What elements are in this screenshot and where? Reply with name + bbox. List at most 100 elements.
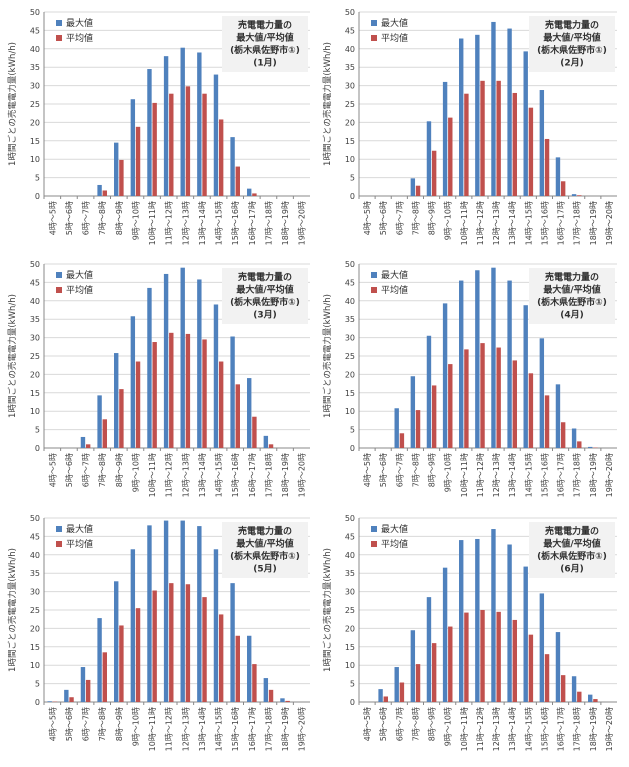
x-tick-label: 12時～13時: [492, 707, 501, 751]
legend-label-1: 最大値: [381, 269, 408, 281]
y-tick-label: 30: [345, 82, 355, 91]
x-tick-label: 19時～20時: [605, 453, 614, 497]
x-tick-label: 17時～18時: [264, 453, 273, 497]
chart-title-line-4: (6月): [560, 564, 584, 575]
y-tick-label: 15: [30, 137, 40, 146]
x-tick-label: 10時～11時: [148, 707, 157, 751]
y-tick-label: 50: [345, 8, 355, 17]
bar-max-5: [114, 581, 119, 702]
bar-max-14: [571, 676, 577, 702]
x-tick-label: 15時～16時: [540, 453, 549, 497]
bar-max-9: [491, 21, 496, 196]
legend-swatch-1: [371, 20, 377, 26]
x-tick-label: 6時～7時: [395, 707, 404, 741]
y-tick-label: 40: [345, 45, 355, 54]
bar-avg-13: [252, 193, 257, 196]
chart-title-line-3: (栃木県佐野市①): [230, 44, 300, 56]
bar-max-11: [213, 304, 219, 448]
x-tick-label: 10時～11時: [460, 453, 469, 497]
x-tick-label: 9時～10時: [131, 453, 140, 492]
chart-title-line-1: 売電電力量の: [545, 525, 599, 537]
bar-max-10: [507, 544, 512, 702]
x-tick-label: 5時～6時: [65, 707, 74, 741]
bar-avg-5: [119, 625, 124, 702]
x-tick-label: 17時～18時: [573, 707, 582, 751]
x-tick-label: 7時～8時: [98, 201, 107, 235]
bar-avg-15: [285, 700, 290, 702]
bar-max-11: [213, 549, 219, 702]
chart-title-line-4: (5月): [253, 564, 277, 575]
y-tick-label: 50: [30, 8, 40, 17]
bar-avg-10: [202, 339, 207, 448]
bar-avg-13: [560, 422, 566, 448]
bar-avg-11: [528, 634, 534, 702]
bar-avg-9: [496, 80, 501, 196]
chart-title-line-1: 売電電力量の: [238, 271, 292, 283]
y-tick-label: 30: [30, 334, 40, 343]
x-tick-label: 14時～15時: [524, 707, 533, 751]
legend-swatch-1: [56, 20, 62, 26]
bar-max-15: [588, 446, 593, 448]
bar-avg-4: [415, 410, 421, 448]
y-tick-label: 0: [350, 444, 355, 453]
bar-max-7: [147, 525, 152, 702]
x-tick-label: 9時～10時: [444, 453, 453, 492]
x-tick-label: 13時～14時: [508, 707, 517, 751]
x-tick-label: 19時～20時: [605, 707, 614, 751]
x-tick-label: 16時～17時: [248, 707, 257, 751]
chart-title-line-1: 売電電力量の: [238, 525, 292, 537]
bar-max-14: [571, 428, 577, 448]
bar-max-12: [539, 338, 545, 448]
x-tick-label: 14時～15時: [215, 707, 224, 751]
y-tick-label: 10: [30, 155, 40, 164]
bar-max-3: [394, 667, 399, 702]
x-tick-label: 18時～19時: [589, 453, 598, 497]
x-tick-label: 6時～7時: [82, 201, 91, 235]
bar-max-5: [426, 597, 432, 702]
bar-max-10: [197, 526, 202, 702]
x-tick-label: 11時～12時: [476, 707, 485, 751]
bar-avg-9: [185, 584, 191, 702]
x-tick-label: 9時～10時: [444, 707, 453, 746]
y-axis-label: 1時間ごとの売電電力量(kWh/h): [322, 42, 333, 166]
bar-avg-11: [218, 614, 224, 702]
chart-title-line-1: 売電電力量の: [238, 19, 292, 31]
bar-avg-14: [577, 441, 582, 448]
bar-avg-8: [480, 80, 485, 196]
bar-max-12: [539, 90, 545, 196]
bar-max-7: [147, 69, 152, 196]
chart-title-line-3: (栃木県佐野市①): [537, 550, 607, 562]
bar-avg-10: [512, 92, 517, 196]
bar-avg-9: [496, 347, 501, 448]
chart-panel-1: 0 5 10 15 20 25 30 35 40 45 50 1時間ごとの売電電力量(kWh/h) 4時…: [7, 8, 310, 245]
bar-avg-12: [544, 395, 550, 448]
y-tick-label: 30: [30, 588, 40, 597]
x-tick-label: 11時～12時: [165, 707, 174, 751]
x-tick-label: 5時～6時: [379, 453, 388, 487]
bar-avg-15: [593, 699, 598, 702]
bar-avg-6: [135, 126, 141, 196]
y-tick-label: 45: [345, 26, 355, 35]
bar-max-11: [213, 74, 219, 196]
bar-max-9: [180, 520, 185, 702]
bar-max-12: [230, 336, 235, 448]
x-tick-label: 15時～16時: [540, 201, 549, 245]
y-tick-label: 40: [30, 45, 40, 54]
bar-avg-6: [448, 117, 453, 196]
bar-max-2: [378, 689, 383, 702]
y-tick-label: 30: [345, 334, 355, 343]
x-tick-label: 14時～15時: [524, 453, 533, 497]
bar-avg-3: [85, 679, 91, 702]
y-tick-label: 10: [345, 661, 355, 670]
x-tick-label: 11時～12時: [476, 453, 485, 497]
y-tick-label: 20: [345, 624, 355, 633]
x-tick-label: 4時～5時: [48, 453, 57, 487]
bar-max-3: [80, 667, 86, 702]
bar-max-7: [459, 280, 464, 448]
x-tick-label: 7時～8時: [411, 707, 420, 741]
chart-panel-4: 0 5 10 15 20 25 30 35 40 45 50 1時間ごとの売電電力量(kWh/h) 4時…: [322, 260, 617, 497]
y-tick-label: 20: [30, 370, 40, 379]
bar-max-13: [247, 635, 252, 702]
x-tick-label: 6時～7時: [82, 453, 91, 487]
